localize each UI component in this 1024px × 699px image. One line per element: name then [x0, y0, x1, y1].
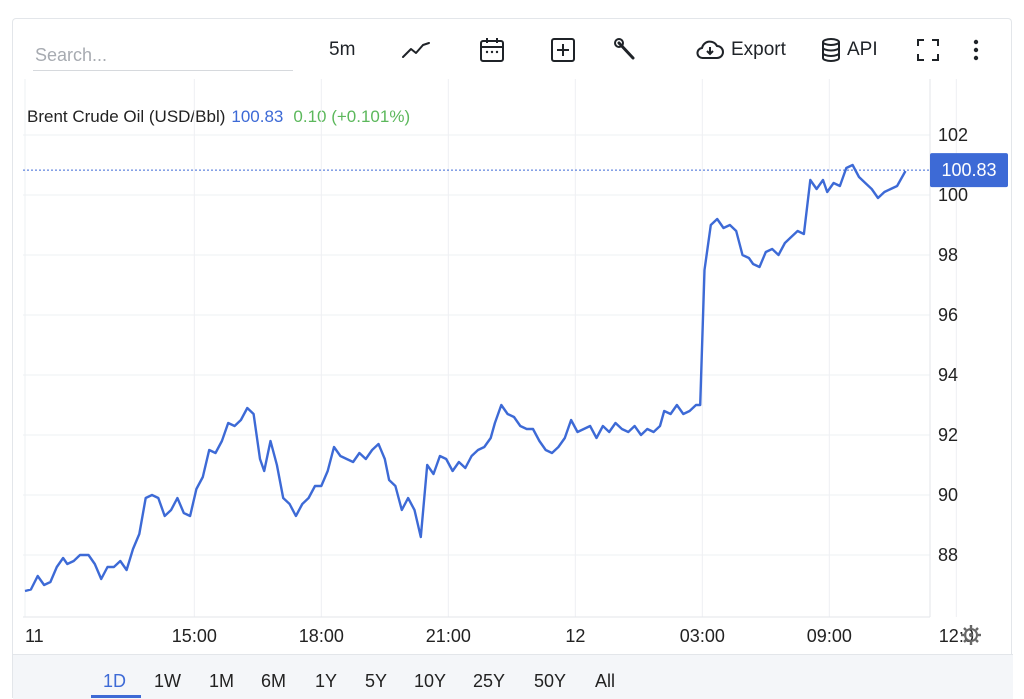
price-tag-box — [930, 153, 1008, 188]
range-6m[interactable]: 6M — [261, 671, 287, 691]
api-label: API — [847, 39, 878, 60]
gear-icon[interactable] — [964, 628, 978, 642]
y-tick-label: 92 — [938, 425, 958, 445]
add-indicator-button[interactable] — [550, 33, 576, 67]
y-tick-label: 94 — [938, 365, 958, 385]
range-selector: 1D 1W 1M 6M 1Y 5Y 10Y 25Y 50Y All — [13, 654, 1013, 699]
wrench-icon — [614, 38, 635, 60]
y-tick-label: 102 — [938, 125, 968, 145]
instrument-name: Brent Crude Oil (USD/Bbl) — [27, 107, 226, 126]
price-chart[interactable]: 88 90 92 94 96 98 100 102 11 15:00 18:00 21:00 12 03… — [13, 19, 1013, 654]
range-5y[interactable]: 5Y — [365, 671, 388, 691]
price-change: 0.10 (+0.101%) — [293, 107, 411, 126]
add-box-icon — [551, 38, 575, 62]
chart-grid — [23, 79, 957, 618]
search-input[interactable] — [33, 41, 293, 71]
range-25y[interactable]: 25Y — [473, 671, 506, 691]
chart-toolbar: 5m — [13, 19, 1013, 79]
price-tag-label: 100.83 — [941, 160, 996, 180]
range-50y[interactable]: 50Y — [534, 671, 567, 691]
interval-label: 5m — [329, 39, 356, 60]
range-1w[interactable]: 1W — [154, 671, 181, 691]
x-axis: 11 15:00 18:00 21:00 12 03:00 09:00 12:0 — [25, 626, 974, 646]
x-tick-label: 03:00 — [680, 626, 725, 646]
y-axis: 88 90 92 94 96 98 100 102 — [938, 125, 968, 565]
chart-type-button[interactable] — [401, 33, 431, 67]
x-tick-label: 15:00 — [172, 626, 217, 646]
y-tick-label: 100 — [938, 185, 968, 205]
calendar-button[interactable] — [479, 33, 505, 67]
gear-icon-teeth — [961, 625, 981, 645]
export-label: Export — [731, 39, 786, 60]
range-1d[interactable]: 1D — [103, 671, 127, 691]
fullscreen-button[interactable] — [915, 33, 941, 67]
cloud-download-icon — [696, 40, 724, 59]
gear-icon-center — [969, 633, 973, 637]
settings-gear[interactable] — [961, 625, 981, 645]
y-tick-label: 90 — [938, 485, 958, 505]
more-vertical-icon — [973, 39, 979, 61]
active-range-indicator — [91, 695, 141, 698]
line-chart-icon — [402, 42, 430, 58]
x-tick-label: 12 — [565, 626, 585, 646]
range-1m[interactable]: 1M — [209, 671, 235, 691]
range-all[interactable]: All — [595, 671, 616, 691]
chart-widget: 5m — [12, 18, 1013, 699]
current-price: 100.83 — [231, 107, 284, 126]
database-icon — [822, 38, 840, 62]
y-tick-label: 98 — [938, 245, 958, 265]
fullscreen-icon — [917, 39, 939, 61]
y-tick-label: 88 — [938, 545, 958, 565]
y-tick-label: 96 — [938, 305, 958, 325]
price-line — [24, 163, 907, 593]
export-button[interactable]: Export — [695, 33, 786, 67]
range-10y[interactable]: 10Y — [414, 671, 447, 691]
x-tick-label: 11 — [25, 626, 44, 646]
calendar-icon — [480, 38, 504, 62]
price-tag: 100.83 — [930, 153, 1008, 188]
x-tick-label: 21:00 — [426, 626, 471, 646]
x-tick-label: 09:00 — [807, 626, 852, 646]
settings-tools-button[interactable] — [613, 33, 639, 67]
api-button[interactable]: API — [821, 33, 878, 67]
x-tick-label: 18:00 — [299, 626, 344, 646]
interval-button[interactable]: 5m — [329, 33, 355, 67]
range-1y[interactable]: 1Y — [315, 671, 338, 691]
more-options-button[interactable] — [971, 33, 981, 67]
chart-legend: Brent Crude Oil (USD/Bbl) 100.83 0.10 (+0.… — [27, 107, 410, 127]
